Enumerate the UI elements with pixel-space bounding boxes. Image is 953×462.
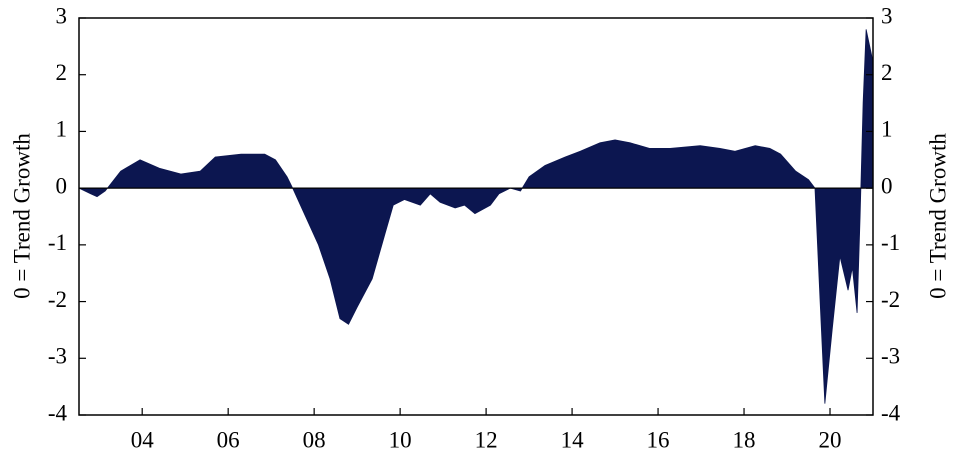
- y2-tick-label: -3: [881, 344, 900, 369]
- y-tick-label: -2: [48, 287, 67, 312]
- x-tick-label: 10: [389, 427, 412, 452]
- x-tick-label: 04: [131, 427, 155, 452]
- y2-axis-label: 0 = Trend Growth: [925, 133, 950, 299]
- y-tick-label: 1: [56, 117, 68, 142]
- y-tick-label: 2: [56, 60, 68, 85]
- x-tick-label: 18: [733, 427, 756, 452]
- y2-tick-label: 3: [881, 3, 893, 28]
- y-tick-label: 0: [56, 173, 68, 198]
- y2-tick-label: -4: [881, 400, 901, 425]
- y2-tick-label: -2: [881, 287, 900, 312]
- x-tick-label: 08: [303, 427, 326, 452]
- y-tick-label: -1: [48, 230, 67, 255]
- x-tick-label: 20: [819, 427, 842, 452]
- y2-tick-label: 2: [881, 60, 893, 85]
- x-tick-label: 06: [217, 427, 240, 452]
- area: [78, 29, 873, 404]
- y2-tick-label: -1: [881, 230, 900, 255]
- y-tick-label: 3: [56, 3, 68, 28]
- x-tick-label: 12: [475, 427, 498, 452]
- y-tick-label: -3: [48, 344, 67, 369]
- x-tick-label: 14: [561, 427, 585, 452]
- x-tick-label: 16: [647, 427, 670, 452]
- y-axis-label: 0 = Trend Growth: [9, 133, 34, 299]
- y-tick-label: -4: [48, 400, 68, 425]
- y2-tick-label: 1: [881, 117, 893, 142]
- plot-frame: [78, 17, 874, 416]
- y2-tick-label: 0: [881, 173, 893, 198]
